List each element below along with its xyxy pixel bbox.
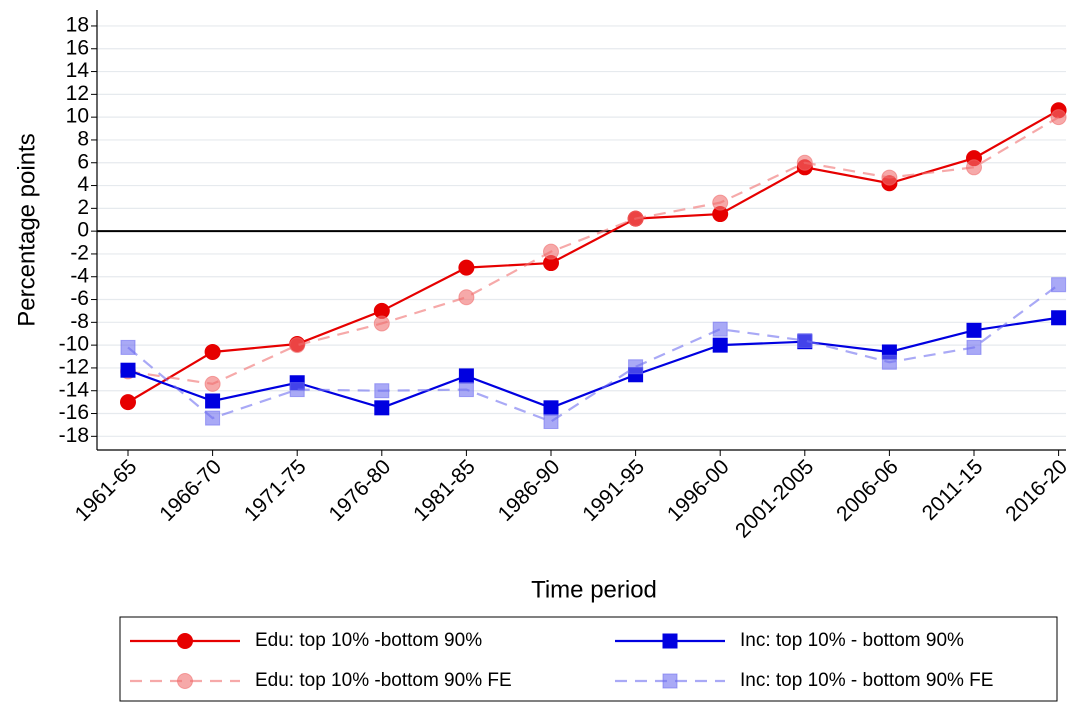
x-tick-label: 2006-06 (832, 455, 903, 526)
data-point (205, 393, 221, 409)
data-point (712, 337, 728, 353)
legend-marker (177, 673, 193, 689)
y-tick-label: 2 (77, 196, 89, 219)
series (120, 277, 1067, 430)
y-tick-label: -6 (70, 287, 89, 310)
data-point (374, 400, 390, 416)
series (120, 310, 1067, 416)
x-tick-label: 2011-15 (918, 455, 988, 525)
data-point (712, 321, 728, 337)
data-point (1051, 277, 1067, 293)
x-tick-label: 1971-75 (240, 455, 311, 526)
legend-marker (662, 633, 678, 649)
y-tick-label: -16 (59, 401, 89, 424)
data-point (374, 383, 390, 399)
legend-marker (177, 633, 193, 649)
series (120, 109, 1067, 392)
x-tick-label: 2001-2005 (731, 455, 818, 542)
data-point (543, 243, 559, 260)
data-point (1050, 109, 1067, 126)
data-point (966, 159, 982, 176)
data-point (204, 343, 221, 360)
data-point (966, 322, 982, 338)
data-point (120, 339, 136, 355)
data-point (205, 410, 221, 426)
x-tick-label: 1991-95 (578, 455, 649, 526)
data-point (627, 210, 644, 227)
legend-box (119, 616, 1058, 702)
legend-marker (662, 673, 678, 689)
series-line (127, 109, 1060, 404)
y-tick-label: 10 (66, 105, 89, 128)
y-tick-label: -2 (70, 241, 89, 264)
data-point (458, 289, 475, 306)
x-tick-label: 1986-90 (494, 455, 565, 526)
y-tick-label: 16 (66, 36, 89, 59)
y-tick-label: -8 (70, 310, 89, 333)
y-tick-label: -18 (59, 424, 89, 447)
y-tick-label: 0 (77, 219, 89, 242)
legend-label: Edu: top 10% -bottom 90% (255, 630, 482, 651)
y-tick-label: 14 (66, 59, 90, 82)
x-tick-label: 1976-80 (324, 455, 395, 526)
series-line (127, 283, 1060, 423)
y-tick-label: 4 (77, 173, 89, 196)
data-point (458, 382, 474, 398)
data-point (966, 339, 982, 355)
data-point (458, 368, 474, 384)
data-point (796, 154, 813, 171)
y-tick-label: -4 (70, 264, 89, 287)
y-tick-label: -12 (59, 355, 89, 378)
x-tick-label: 1996-00 (663, 455, 734, 526)
data-point (120, 394, 136, 411)
legend-label: Edu: top 10% -bottom 90% FE (255, 670, 512, 691)
x-tick-label: 1966-70 (155, 455, 226, 526)
legend-label: Inc: top 10% - bottom 90% (740, 630, 964, 651)
x-axis-title: Time period (531, 576, 657, 603)
legend-label: Inc: top 10% - bottom 90% FE (740, 670, 993, 691)
series (120, 102, 1067, 411)
x-tick-label: 1981-85 (409, 455, 480, 526)
y-tick-label: -10 (59, 333, 89, 356)
data-point (797, 333, 813, 349)
data-point (543, 414, 559, 430)
x-tick-label: 2016-20 (1001, 455, 1069, 526)
data-point (458, 259, 475, 276)
data-point (204, 375, 221, 392)
y-tick-label: 8 (77, 127, 89, 150)
data-point (1051, 310, 1067, 326)
data-point (373, 315, 390, 332)
x-tick-label: 1961-65 (71, 455, 142, 526)
y-tick-label: 6 (77, 150, 89, 173)
series-line (127, 116, 1060, 386)
data-point (543, 400, 559, 416)
y-tick-label: -14 (59, 378, 90, 401)
data-point (881, 169, 898, 186)
data-point (712, 194, 729, 211)
y-tick-label: 18 (66, 14, 89, 37)
data-point (120, 362, 136, 378)
y-tick-label: 12 (66, 82, 89, 105)
data-point (289, 382, 305, 398)
data-point (289, 337, 306, 354)
y-axis-title: Percentage points (13, 133, 40, 326)
data-point (628, 359, 644, 375)
data-point (881, 354, 897, 370)
series-line (127, 316, 1059, 410)
